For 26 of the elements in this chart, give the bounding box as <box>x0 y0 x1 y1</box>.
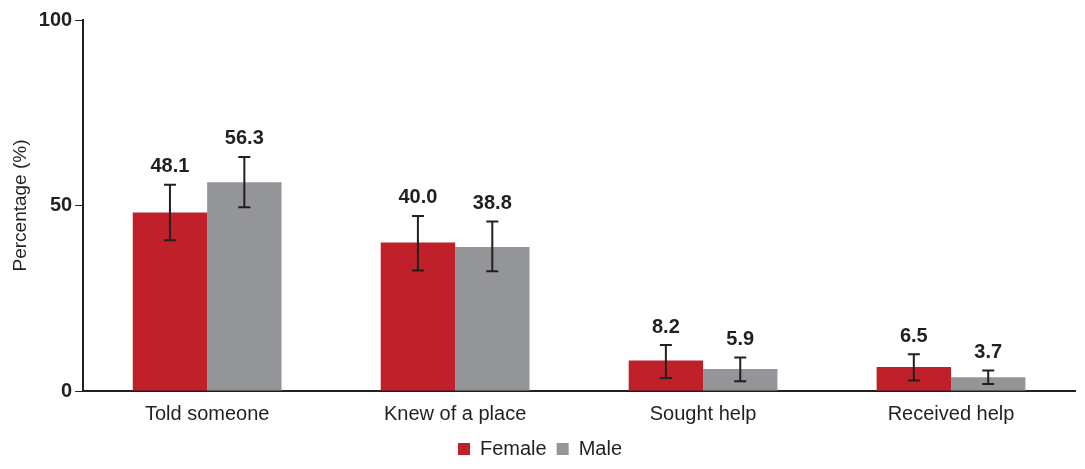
bar <box>876 366 952 391</box>
data-label: 3.7 <box>974 340 1003 363</box>
y-tick-label: 0 <box>61 378 73 401</box>
data-label: 8.2 <box>651 314 680 337</box>
data-label: 5.9 <box>726 327 755 350</box>
bar <box>380 242 456 391</box>
data-label: 40.0 <box>398 185 438 208</box>
bar <box>703 369 778 391</box>
legend-label: Male <box>578 436 623 459</box>
x-tick-label: Knew of a place <box>383 401 527 424</box>
data-label: 48.1 <box>150 154 190 177</box>
y-tick-label: 100 <box>38 7 73 30</box>
bar <box>951 377 1026 391</box>
x-tick-label: Sought help <box>649 401 757 424</box>
x-tick-label: Told someone <box>144 401 270 424</box>
bar <box>628 360 704 391</box>
bar <box>455 247 530 391</box>
data-label: 6.5 <box>899 323 928 346</box>
data-label: 56.3 <box>224 126 264 149</box>
x-tick-label: Received help <box>887 401 1015 424</box>
bar <box>207 182 282 391</box>
bar <box>132 212 208 391</box>
legend-label: Female <box>479 436 547 459</box>
y-tick-label: 50 <box>49 193 73 216</box>
data-label: 38.8 <box>472 190 512 213</box>
y-axis-title: Percentage (%) <box>8 139 30 272</box>
